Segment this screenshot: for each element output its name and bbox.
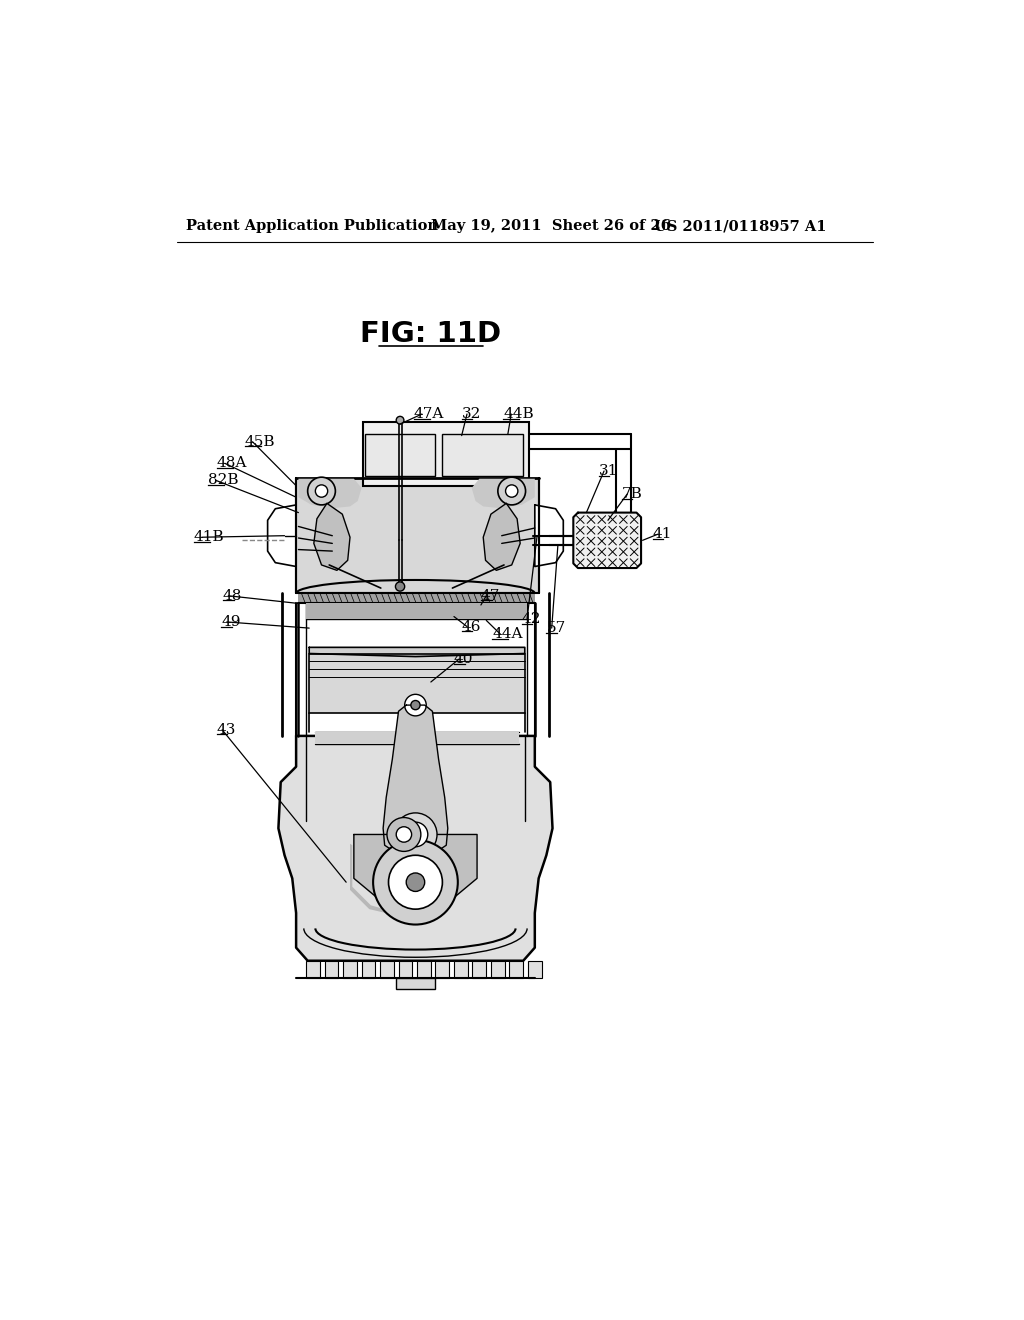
Polygon shape [354,834,477,904]
Circle shape [394,813,437,857]
Text: 47A: 47A [414,407,444,421]
Text: 47: 47 [481,589,501,603]
Circle shape [396,416,403,424]
Text: 44B: 44B [503,407,534,421]
Circle shape [388,855,442,909]
Circle shape [403,822,428,847]
Text: 48: 48 [223,589,243,603]
Text: FIG: 11D: FIG: 11D [360,319,502,348]
Text: 31: 31 [599,465,618,478]
Bar [454,961,468,978]
Circle shape [395,582,404,591]
Bar [398,961,413,978]
Text: 57: 57 [547,622,565,635]
Circle shape [506,484,518,498]
Text: 43: 43 [217,723,237,737]
Bar [396,978,435,989]
Polygon shape [309,653,524,713]
Bar [361,961,376,978]
Bar [325,961,339,978]
Polygon shape [315,733,518,743]
Polygon shape [279,737,553,961]
Bar [343,961,357,978]
Text: 48A: 48A [217,457,247,470]
Polygon shape [298,594,535,603]
Circle shape [373,840,458,924]
Bar [417,961,431,978]
Polygon shape [483,503,520,570]
Text: US 2011/0118957 A1: US 2011/0118957 A1 [654,219,826,234]
Circle shape [404,694,426,715]
Text: 41B: 41B [194,531,224,544]
Bar [442,434,523,477]
Text: 41: 41 [652,527,672,541]
Polygon shape [573,512,641,568]
Text: Patent Application Publication: Patent Application Publication [186,219,438,234]
Circle shape [411,701,420,710]
Bar [528,961,542,978]
Polygon shape [296,478,539,594]
Polygon shape [535,506,563,566]
Text: 40: 40 [454,652,473,665]
Bar [364,422,528,486]
Circle shape [315,484,328,498]
Text: 32: 32 [462,407,481,421]
Bar [380,961,394,978]
Bar [472,961,486,978]
Bar [306,961,319,978]
Circle shape [396,826,412,842]
Polygon shape [350,843,392,915]
Text: 45B: 45B [245,434,275,449]
Polygon shape [309,647,524,656]
Bar [435,961,450,978]
Polygon shape [306,603,527,619]
Circle shape [387,817,421,851]
Text: 7B: 7B [622,487,643,502]
Text: May 19, 2011  Sheet 26 of 26: May 19, 2011 Sheet 26 of 26 [431,219,671,234]
Circle shape [407,873,425,891]
Text: 42: 42 [521,612,542,626]
Circle shape [498,478,525,506]
Polygon shape [298,479,361,508]
Text: 44A: 44A [493,627,523,642]
Text: 82B: 82B [208,474,238,487]
Text: 49: 49 [221,615,241,628]
Polygon shape [267,506,296,566]
Bar [309,653,525,713]
Circle shape [307,478,336,506]
Bar [509,961,523,978]
Polygon shape [383,705,447,853]
Polygon shape [313,503,350,570]
Polygon shape [472,479,535,508]
Bar [366,434,435,477]
Text: 46: 46 [462,619,481,634]
Bar [490,961,505,978]
